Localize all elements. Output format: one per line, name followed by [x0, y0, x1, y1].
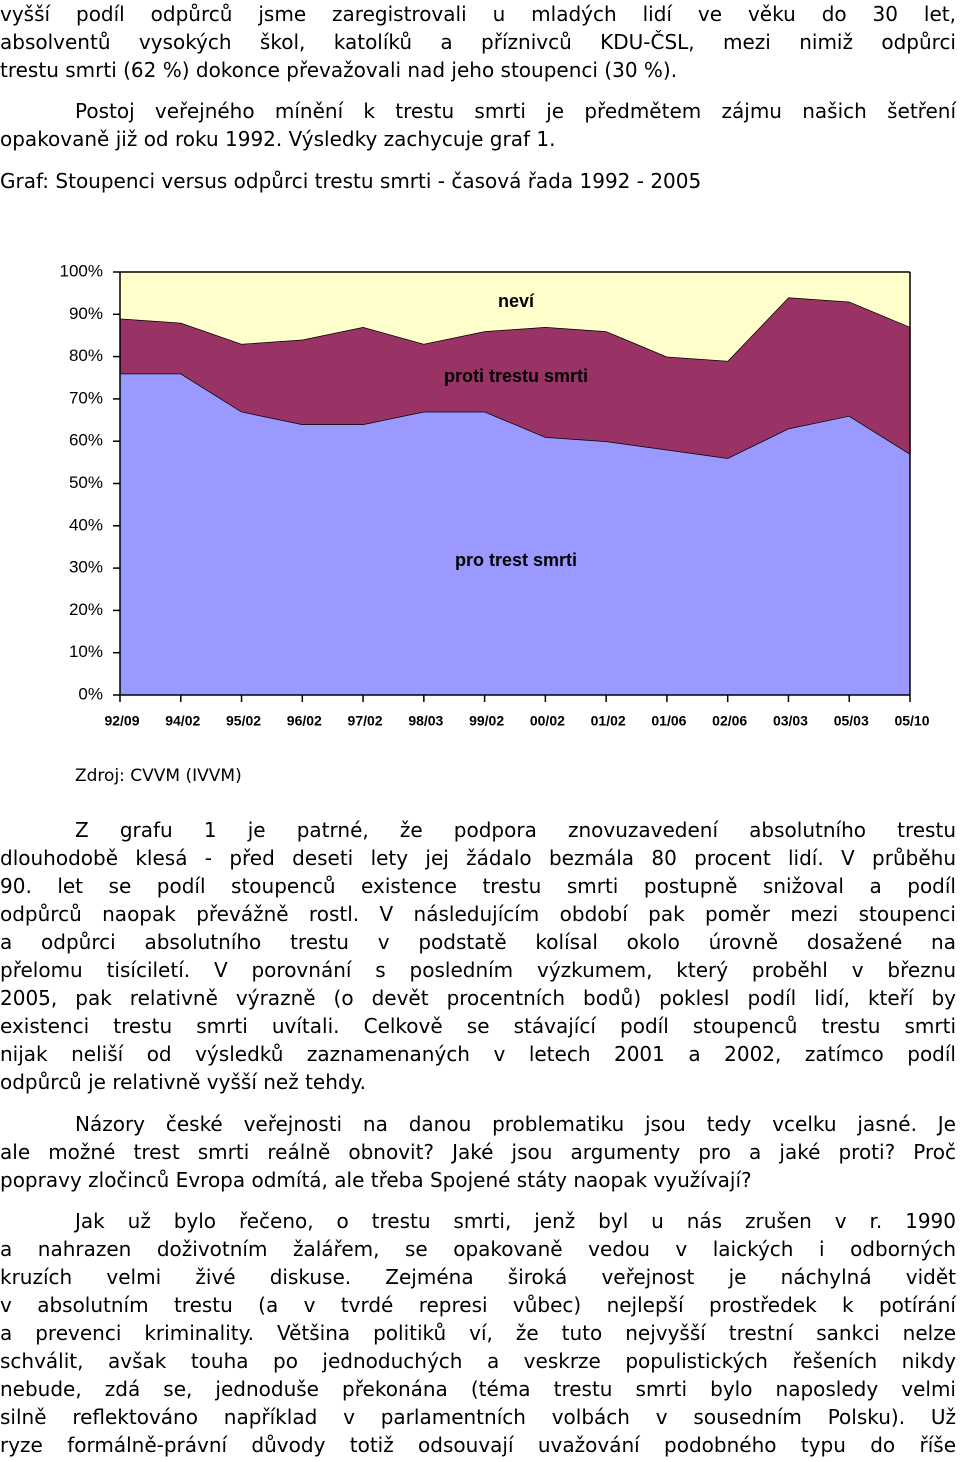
x-tick-label: 01/02	[591, 713, 626, 729]
y-tick-label: 50%	[69, 473, 103, 492]
x-tick-label: 01/06	[651, 713, 686, 729]
x-tick-label: 95/02	[226, 713, 261, 729]
area	[120, 272, 910, 361]
y-tick-label: 10%	[69, 642, 103, 661]
y-tick-label: 70%	[69, 388, 103, 407]
y-tick-label: 20%	[69, 600, 103, 619]
y-tick-label: 0%	[78, 684, 103, 703]
series-label: proti trestu smrti	[444, 366, 588, 386]
text-line: Jak už bylo řečeno, o trestu smrti, jenž…	[75, 1209, 956, 1233]
x-tick-label: 99/02	[469, 713, 504, 729]
x-tick-label: 05/10	[894, 713, 929, 729]
x-tick-label: 98/03	[408, 713, 443, 729]
series-label: pro trest smrti	[455, 550, 577, 570]
text-line: 90. let se podíl stoupenců existence tre…	[0, 874, 956, 898]
text-line: Postoj veřejného mínění k trestu smrti j…	[75, 99, 956, 123]
area	[120, 297, 910, 459]
text-line: v absolutním trestu (a v tvrdé represi v…	[0, 1293, 956, 1317]
text-line: schválit, avšak touha po jednoduchých a …	[0, 1349, 956, 1373]
y-tick-label: 100%	[60, 261, 103, 280]
text-line: a prevenci kriminality. Většina politiků…	[0, 1321, 956, 1345]
text-line: 2005, pak relativně výrazně (o devět pro…	[0, 986, 956, 1010]
chart-caption: Graf: Stoupenci versus odpůrci trestu sm…	[0, 169, 702, 193]
y-tick-label: 40%	[69, 515, 103, 534]
text-line: ryze formálně-právní důvody totiž odsouv…	[0, 1433, 956, 1457]
text-line: nebude, zdá se, jednoduše překonána (tém…	[0, 1377, 956, 1401]
x-tick-label: 92/09	[104, 713, 139, 729]
text-line: odpůrců naopak převážně rostl. V následu…	[0, 902, 956, 926]
text-line: opakovaně již od roku 1992. Výsledky zac…	[0, 127, 556, 151]
text-line: Názory české veřejnosti na danou problem…	[75, 1112, 956, 1136]
x-tick-label: 94/02	[165, 713, 200, 729]
text-line: ale možné trest smrti reálně obnovit? Ja…	[0, 1140, 956, 1164]
y-tick-label: 80%	[69, 346, 103, 365]
text-line: dlouhodobě klesá - před deseti lety jej …	[0, 846, 956, 870]
text-line: absolventů vysokých škol, katolíků a pří…	[0, 30, 956, 54]
text-line: odpůrců je relativně vyšší než tehdy.	[0, 1070, 366, 1094]
text-line: popravy zločinců Evropa odmítá, ale třeb…	[0, 1168, 752, 1192]
x-tick-label: 97/02	[348, 713, 383, 729]
area	[120, 373, 910, 695]
x-tick-label: 02/06	[712, 713, 747, 729]
text-line: a odpůrci absolutního trestu v podstatě …	[0, 930, 956, 954]
text-line: existenci trestu smrti uvítali. Celkově …	[0, 1014, 956, 1038]
text-line: přelomu tisíciletí. V porovnání s posled…	[0, 958, 956, 982]
source-note: Zdroj: CVVM (IVVM)	[75, 766, 242, 786]
text-line: nijak neliší od výsledků zaznamenaných v…	[0, 1042, 956, 1066]
series-label: neví	[498, 291, 535, 311]
text-line: a nahrazen doživotním žalářem, se opakov…	[0, 1237, 956, 1261]
x-tick-label: 05/03	[834, 713, 869, 729]
x-tick-label: 03/03	[773, 713, 808, 729]
text-line: kruzích velmi živé diskuse. Zejména širo…	[0, 1265, 956, 1289]
x-tick-label: 00/02	[530, 713, 565, 729]
text-line: Z grafu 1 je patrné, že podpora znovuzav…	[75, 818, 956, 842]
x-tick-label: 96/02	[287, 713, 322, 729]
text-line: vyšší podíl odpůrců jsme zaregistrovali …	[0, 2, 956, 26]
y-tick-label: 60%	[69, 431, 103, 450]
y-tick-label: 90%	[69, 304, 103, 323]
text-line: silně reflektováno například v parlament…	[0, 1405, 956, 1429]
y-tick-label: 30%	[69, 558, 103, 577]
text-line: trestu smrti (62 %) dokonce převažovali …	[0, 58, 678, 82]
